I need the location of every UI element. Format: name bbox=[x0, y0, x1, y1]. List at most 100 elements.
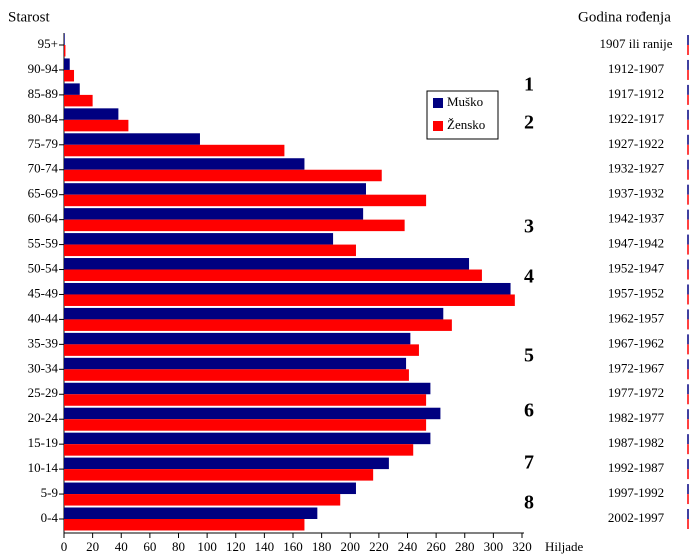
right-tick-label: 1952-1947 bbox=[608, 261, 665, 276]
x-tick-label: 300 bbox=[484, 539, 504, 554]
y-tick-label: 35-39 bbox=[28, 335, 58, 350]
bar bbox=[64, 169, 382, 182]
bar bbox=[64, 58, 70, 70]
bar bbox=[64, 432, 431, 445]
x-tick-label: 240 bbox=[398, 539, 418, 554]
bar bbox=[64, 269, 482, 282]
legend-label: Žensko bbox=[447, 117, 485, 132]
bar bbox=[64, 119, 129, 132]
bar bbox=[64, 507, 318, 519]
y-tick-label: 15-19 bbox=[28, 435, 58, 450]
bar bbox=[64, 382, 431, 395]
x-tick-label: 60 bbox=[143, 539, 156, 554]
bar bbox=[64, 332, 411, 345]
bar bbox=[64, 133, 200, 145]
annotation: 5 bbox=[524, 345, 534, 367]
bar bbox=[64, 344, 419, 356]
bar bbox=[64, 244, 356, 257]
bar bbox=[64, 294, 515, 306]
x-tick-label: 260 bbox=[426, 539, 446, 554]
y-tick-label: 90-94 bbox=[28, 61, 59, 76]
bar bbox=[64, 258, 470, 270]
x-tick-label: 220 bbox=[369, 539, 389, 554]
annotation: 8 bbox=[524, 492, 534, 514]
x-tick-label: 320 bbox=[512, 539, 532, 554]
y-tick-label: 50-54 bbox=[28, 261, 59, 276]
bar bbox=[64, 444, 414, 456]
y-tick-label: 0-4 bbox=[41, 510, 59, 525]
bar bbox=[64, 419, 427, 431]
right-axis-title: Godina rođenja bbox=[578, 9, 671, 25]
right-tick-label: 1932-1927 bbox=[608, 161, 665, 176]
right-tick-label: 1967-1962 bbox=[608, 335, 664, 350]
right-tick-label: 1992-1987 bbox=[608, 460, 665, 475]
x-tick-label: 40 bbox=[115, 539, 128, 554]
y-tick-label: 20-24 bbox=[28, 410, 59, 425]
bar bbox=[64, 307, 444, 320]
right-tick-label: 1937-1932 bbox=[608, 186, 664, 201]
bar bbox=[64, 394, 427, 406]
right-tick-label: 1912-1907 bbox=[608, 61, 665, 76]
bar bbox=[64, 108, 119, 120]
right-tick-label: 1942-1937 bbox=[608, 211, 665, 226]
annotation: 4 bbox=[524, 266, 534, 288]
bar bbox=[64, 233, 334, 245]
right-tick-label: 1997-1992 bbox=[608, 485, 664, 500]
right-tick-label: 1977-1972 bbox=[608, 385, 664, 400]
x-tick-label: 20 bbox=[86, 539, 99, 554]
bar bbox=[64, 407, 441, 420]
bar bbox=[64, 369, 409, 381]
y-tick-label: 40-44 bbox=[28, 310, 59, 325]
bar bbox=[64, 469, 374, 481]
bar bbox=[64, 482, 356, 495]
legend-swatch bbox=[433, 98, 443, 108]
x-tick-label: 120 bbox=[226, 539, 246, 554]
y-tick-label: 80-84 bbox=[28, 111, 59, 126]
x-tick-label: 0 bbox=[61, 539, 68, 554]
bar bbox=[64, 282, 511, 295]
y-tick-label: 10-14 bbox=[28, 460, 59, 475]
bar bbox=[64, 158, 305, 170]
x-axis-title: Hiljade bbox=[545, 539, 583, 554]
x-tick-label: 100 bbox=[197, 539, 217, 554]
y-tick-label: 60-64 bbox=[28, 211, 59, 226]
bar bbox=[64, 319, 452, 331]
bar bbox=[64, 94, 93, 107]
right-tick-label: 1982-1977 bbox=[608, 410, 665, 425]
bar bbox=[64, 219, 405, 232]
annotation: 1 bbox=[524, 74, 534, 96]
x-tick-label: 160 bbox=[283, 539, 303, 554]
bar bbox=[64, 83, 80, 95]
y-tick-label: 5-9 bbox=[41, 485, 58, 500]
bar bbox=[64, 208, 364, 220]
y-tick-label: 30-34 bbox=[28, 360, 59, 375]
right-tick-label: 1957-1952 bbox=[608, 285, 664, 300]
bar bbox=[64, 457, 389, 470]
bar bbox=[64, 183, 366, 195]
annotation: 7 bbox=[524, 452, 534, 474]
annotation: 6 bbox=[524, 400, 534, 422]
y-tick-label: 55-59 bbox=[28, 236, 58, 251]
y-tick-label: 95+ bbox=[38, 36, 58, 51]
annotation: 2 bbox=[524, 112, 534, 134]
bar bbox=[64, 45, 66, 57]
x-tick-label: 200 bbox=[341, 539, 361, 554]
y-tick-label: 45-49 bbox=[28, 285, 58, 300]
y-tick-label: 85-89 bbox=[28, 86, 58, 101]
right-tick-label: 2002-1997 bbox=[608, 510, 665, 525]
bar bbox=[64, 144, 285, 157]
x-tick-label: 180 bbox=[312, 539, 332, 554]
y-tick-label: 25-29 bbox=[28, 385, 58, 400]
y-tick-label: 70-74 bbox=[28, 161, 59, 176]
bar bbox=[64, 33, 65, 45]
legend-swatch bbox=[433, 121, 443, 131]
bar bbox=[64, 69, 75, 82]
bar bbox=[64, 194, 427, 207]
x-tick-label: 280 bbox=[455, 539, 475, 554]
y-tick-label: 75-79 bbox=[28, 136, 58, 151]
right-tick-label: 1922-1917 bbox=[608, 111, 665, 126]
bar bbox=[64, 494, 341, 506]
bar bbox=[64, 519, 305, 531]
y-axis-title: Starost bbox=[8, 9, 51, 25]
